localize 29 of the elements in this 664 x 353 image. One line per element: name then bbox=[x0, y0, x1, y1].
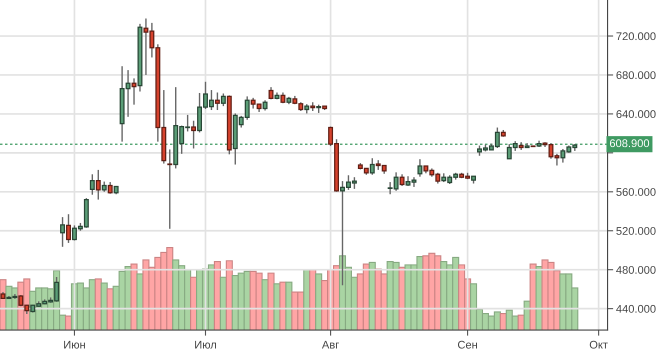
candlestick bbox=[370, 158, 375, 176]
y-tick-label: 640.000 bbox=[616, 110, 656, 118]
candlestick bbox=[262, 100, 268, 112]
y-tick-label: 560.000 bbox=[616, 188, 656, 196]
y-tick-label: 720.000 bbox=[616, 32, 656, 40]
y-tick-label: 520.000 bbox=[616, 227, 656, 235]
y-tick-label: 680.000 bbox=[616, 71, 656, 80]
candlestick bbox=[417, 158, 422, 178]
y-tick-label: 480.000 bbox=[616, 266, 656, 274]
x-tick-label: Июл bbox=[195, 340, 216, 349]
x-tick-label: Окт bbox=[590, 340, 608, 349]
candlestick bbox=[102, 180, 107, 192]
candlestick bbox=[191, 120, 196, 150]
y-tick-label: 440.000 bbox=[616, 304, 656, 313]
candlestick bbox=[90, 174, 95, 196]
candlestick bbox=[400, 174, 405, 187]
candlestick bbox=[167, 148, 172, 230]
candlestick bbox=[304, 103, 310, 114]
candlestick bbox=[214, 92, 220, 111]
x-tick-label: Сен bbox=[458, 340, 477, 349]
x-tick-label: Июн bbox=[64, 340, 85, 349]
candlestick bbox=[60, 216, 66, 248]
candlestick bbox=[268, 86, 274, 100]
x-tick-label: Авг bbox=[322, 340, 339, 349]
ref-line-label: 608.900 bbox=[610, 139, 650, 148]
candlestick bbox=[132, 78, 136, 106]
candlestick bbox=[66, 214, 71, 244]
candlestick bbox=[220, 92, 226, 107]
candlestick bbox=[96, 169, 101, 200]
